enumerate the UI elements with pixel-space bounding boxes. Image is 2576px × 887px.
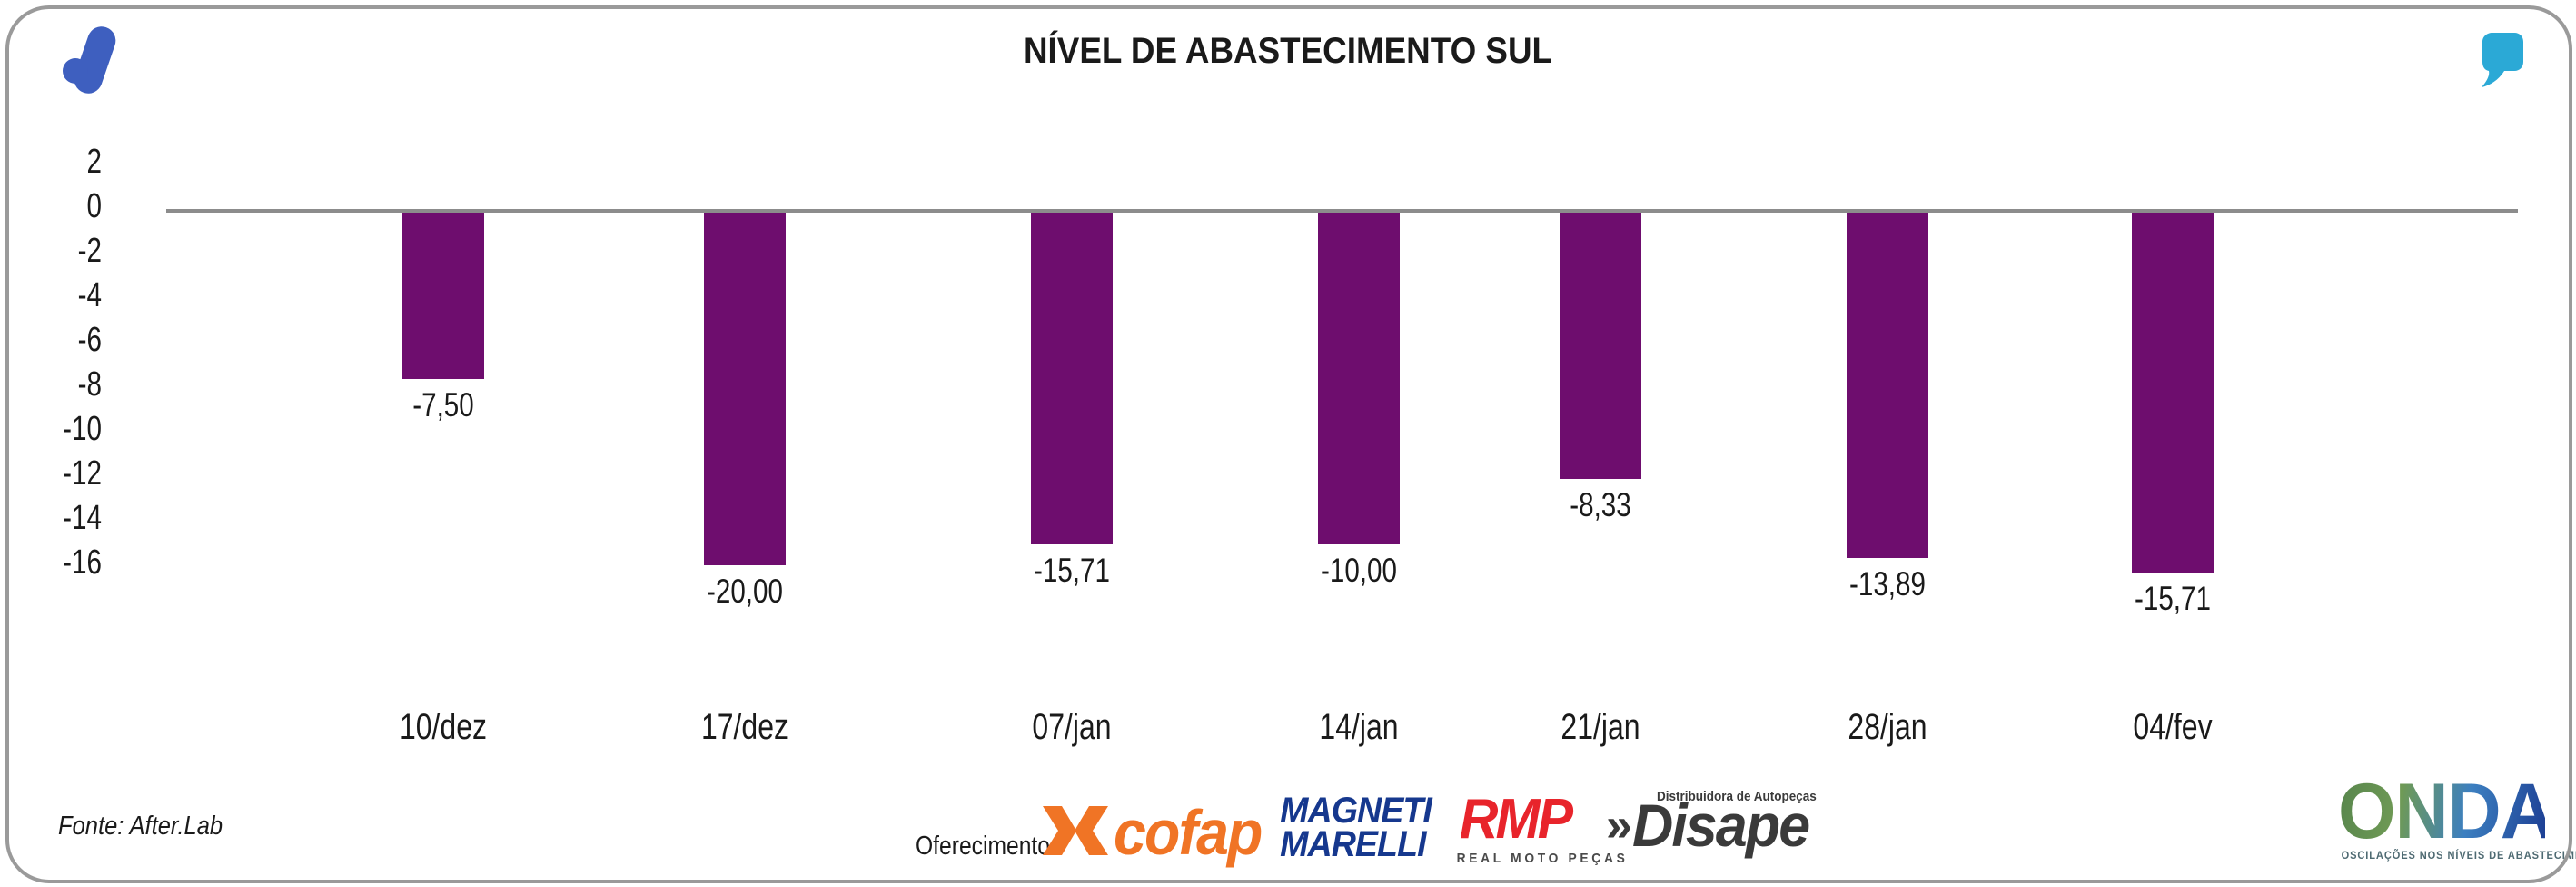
y-axis-tick: -16 <box>63 543 102 582</box>
x-axis-label: 04/fev <box>2133 707 2213 747</box>
x-axis-label: 14/jan <box>1319 707 1399 747</box>
cofap-logo: cofap <box>1043 798 1274 867</box>
bar-value-label: -13,89 <box>1849 565 1926 603</box>
y-axis-tick: -6 <box>77 321 102 359</box>
chart-title: NÍVEL DE ABASTECIMENTO SUL <box>1023 31 1553 71</box>
y-axis-tick: -10 <box>63 410 102 448</box>
bar <box>1847 213 1928 558</box>
rmp-wordmark: RMP <box>1459 788 1573 851</box>
bar <box>1318 213 1400 544</box>
bar <box>402 213 484 379</box>
zero-baseline <box>166 209 2518 213</box>
disape-wordmark: Disape <box>1631 792 1810 859</box>
y-axis-tick: -4 <box>77 276 102 314</box>
y-axis-tick: -14 <box>63 499 102 537</box>
bar-value-label: -10,00 <box>1321 552 1397 589</box>
rmp-logo: RMP REAL MOTO PEÇAS <box>1451 788 1629 867</box>
y-axis-tick: 2 <box>86 143 102 181</box>
x-axis-label: 17/dez <box>700 707 789 747</box>
cofap-wordmark: cofap <box>1114 797 1263 868</box>
cofap-x-icon <box>1043 805 1108 860</box>
magneti-marelli-logo: MAGNETI MARELLI <box>1280 791 1432 864</box>
y-axis-tick: -8 <box>77 365 102 404</box>
bar-value-label: -8,33 <box>1570 486 1631 523</box>
onda-wordmark: ONDA <box>2338 768 2554 855</box>
y-axis-tick: 0 <box>86 187 102 225</box>
magneti-line2: MARELLI <box>1280 824 1426 864</box>
rmp-subtext: REAL MOTO PEÇAS <box>1456 851 1629 866</box>
x-axis-label: 10/dez <box>399 707 488 747</box>
disape-subtext: Distribuidora de Autopeças <box>1657 789 1817 804</box>
onda-caption: OSCILAÇÕES NOS NÍVEIS DE ABASTECIMENTO E… <box>2341 849 2576 862</box>
x-axis-label: 07/jan <box>1032 707 1112 747</box>
bar-value-label: -15,71 <box>2135 580 2211 617</box>
x-axis-label: 28/jan <box>1848 707 1927 747</box>
y-axis-tick: -12 <box>63 454 102 493</box>
bar <box>2132 213 2214 573</box>
bar <box>704 213 786 565</box>
bar-value-label: -7,50 <box>412 386 474 424</box>
afterlab-logo-dot <box>63 58 88 84</box>
bar <box>1031 213 1113 544</box>
sponsorship-label: Oferecimento: <box>916 832 1056 861</box>
disape-chevrons-icon: » <box>1606 799 1632 852</box>
onda-logo: ONDA OSCILAÇÕES NOS NÍVEIS DE ABASTECIME… <box>2333 768 2576 862</box>
source-note: Fonte: After.Lab <box>58 812 223 841</box>
magneti-line1: MAGNETI <box>1280 791 1432 831</box>
x-axis-label: 21/jan <box>1560 707 1640 747</box>
bar-value-label: -20,00 <box>707 573 783 610</box>
bar <box>1560 213 1641 479</box>
y-axis-tick: -2 <box>77 232 102 270</box>
quote-icon <box>2478 31 2525 89</box>
bar-value-label: -15,71 <box>1034 552 1110 589</box>
